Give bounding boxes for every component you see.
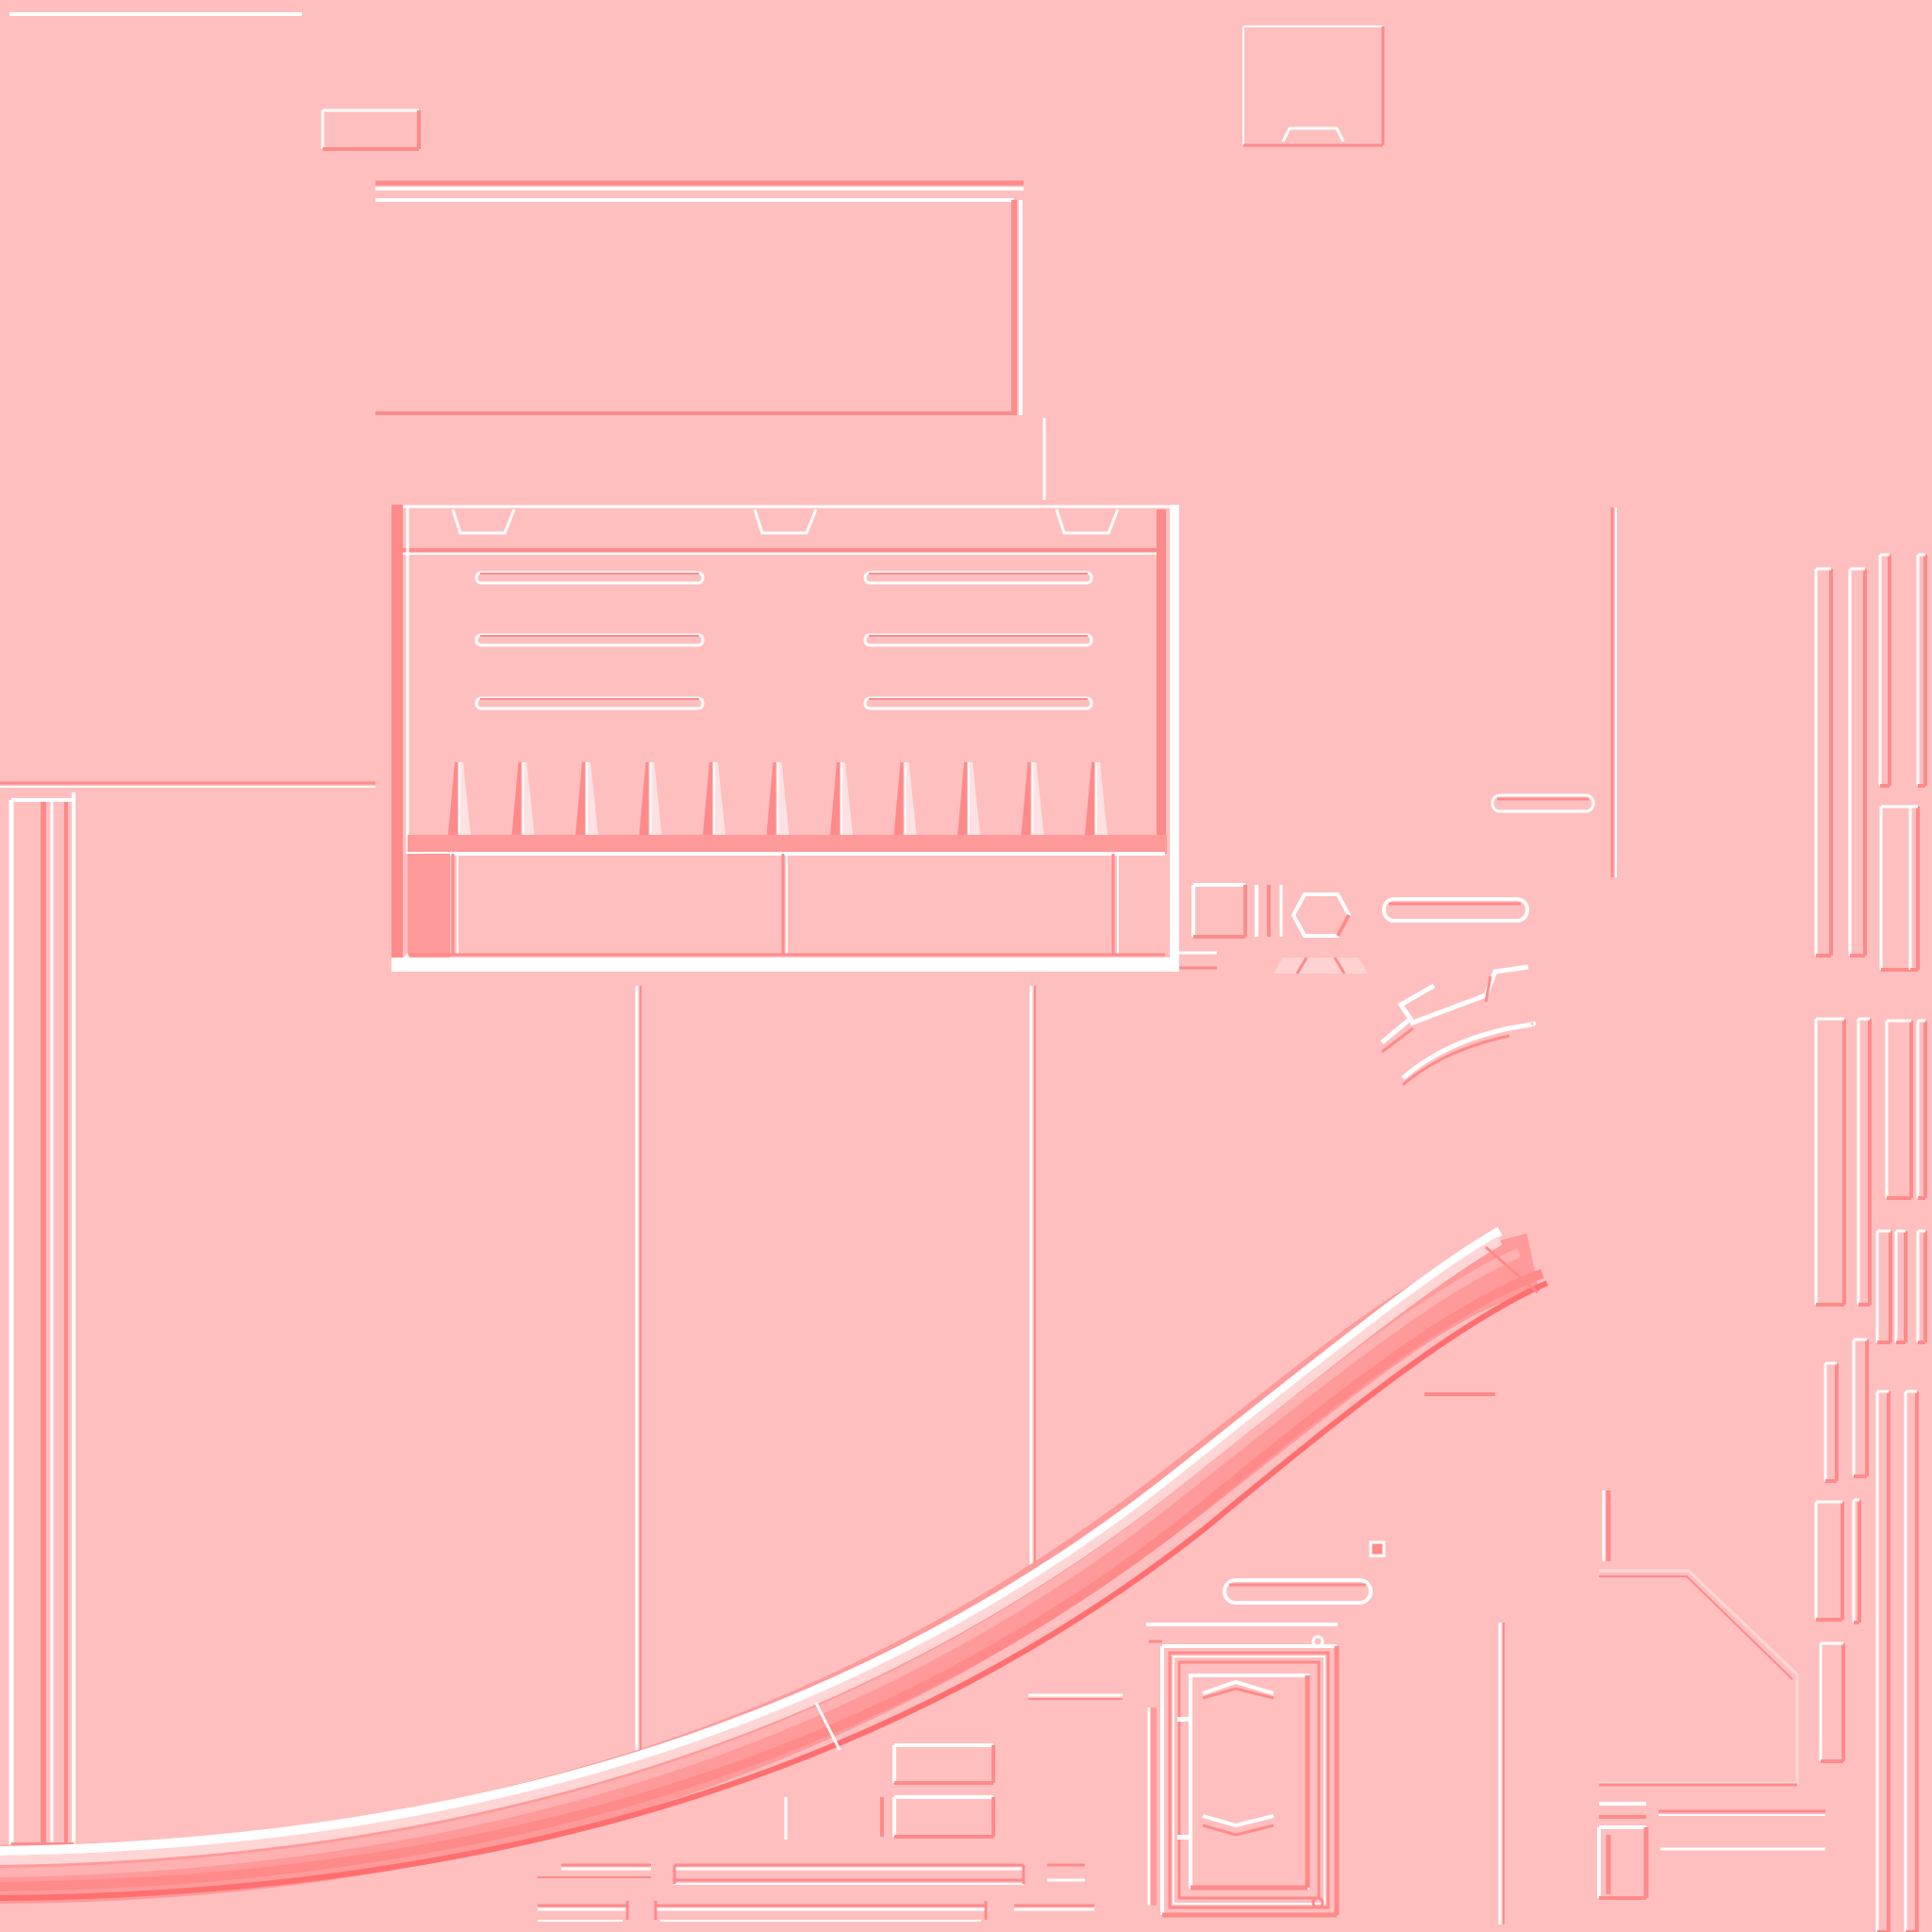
vertical-bar (1857, 1017, 1872, 1307)
grille-tooth (766, 762, 790, 835)
grille-tooth (1021, 762, 1044, 835)
vertical-bar (1878, 553, 1891, 788)
grille-tooth (575, 762, 598, 835)
grille-tooth (448, 762, 471, 835)
vertical-bar (1848, 567, 1867, 958)
vertical-bar (1916, 1229, 1927, 1344)
small-block-stack (784, 1693, 1123, 1840)
vent-slots (475, 571, 1093, 710)
small-part-cluster (1191, 883, 1368, 974)
bottom-right-blocks (1597, 1802, 1825, 1900)
grille-tooth (1085, 762, 1108, 835)
grille-panel (391, 505, 1217, 972)
vertical-bar (1814, 1017, 1846, 1307)
bottom-rails (538, 1863, 1094, 1922)
vertical-bar (1875, 1390, 1890, 1932)
vertical-bar (1819, 1641, 1845, 1763)
vent-slot (863, 696, 1093, 710)
vertical-bar (1852, 1498, 1861, 1624)
grille-tooth (958, 762, 980, 835)
small-square (1369, 1541, 1386, 1557)
vertical-bar (1916, 1019, 1927, 1200)
vertical-bar (1908, 805, 1920, 972)
vertical-bar (1894, 1229, 1907, 1344)
vertical-bar (1916, 553, 1927, 788)
vertical-bar (1852, 1338, 1869, 1478)
grille-tooth (893, 762, 917, 835)
pill-slot-3 (1223, 1578, 1373, 1605)
vertical-bar (1824, 1361, 1839, 1483)
vertical-bar (1904, 1390, 1919, 1932)
vertical-bar (1885, 1019, 1913, 1200)
grille-tooth (703, 762, 725, 835)
vent-slot (475, 571, 705, 585)
right-column-bars (1814, 553, 1927, 1932)
vent-slot (863, 633, 1093, 647)
angled-bracket (1498, 1491, 1799, 1924)
curved-tube (0, 1226, 1549, 1904)
grille-tooth (639, 762, 662, 835)
pill-slot-1 (1382, 897, 1529, 923)
vertical-bar (1814, 1500, 1844, 1622)
grille-tooth (830, 762, 853, 835)
left-vertical-frame (8, 792, 75, 1849)
grille-tooth (511, 762, 535, 835)
vent-slot (475, 696, 705, 710)
small-top-plate (321, 108, 421, 151)
hatch-plate (1146, 1623, 1340, 1918)
pill-slot-2 (1491, 793, 1595, 813)
vent-slot (475, 633, 705, 647)
top-right-tab-panel (1242, 25, 1385, 147)
grille-teeth (448, 762, 1108, 835)
vertical-bar (1814, 567, 1833, 958)
upper-rect-panel (375, 180, 1046, 500)
vertical-bar (1875, 1229, 1892, 1344)
vent-slot (863, 571, 1093, 585)
